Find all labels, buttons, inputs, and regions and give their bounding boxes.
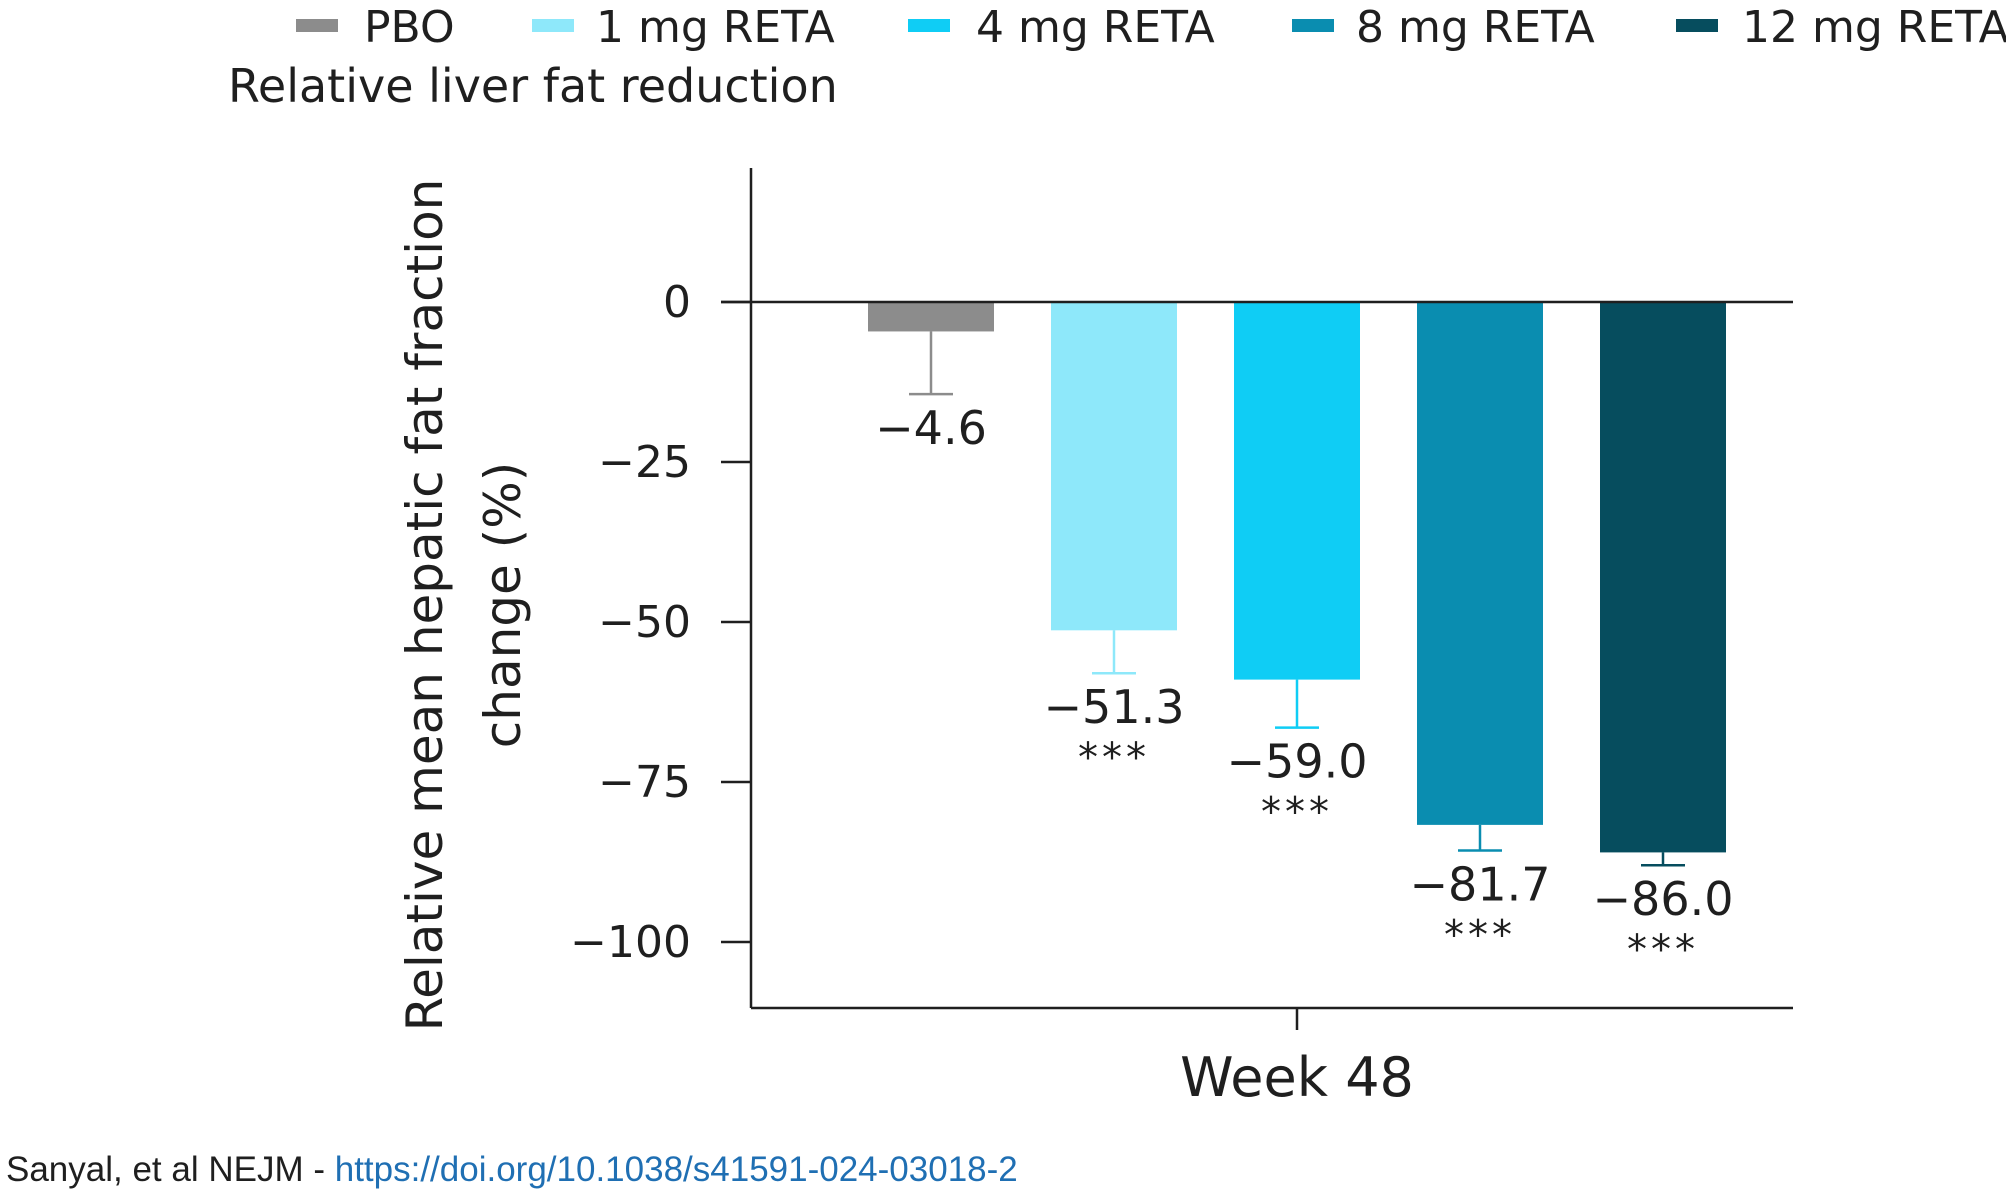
significance-label: ***: [1261, 790, 1333, 836]
bar: [1051, 302, 1177, 631]
plot-area: Week 480−25−50−75−100−4.6−51.3*** −59.0**…: [570, 168, 1793, 1109]
data-label: −81.7: [1410, 857, 1551, 911]
data-label: −4.6: [875, 401, 987, 455]
legend: PBO 1 mg RETA 4 mg RETA 8 mg RETA 12 mg RETA: [296, 2, 2006, 53]
y-tick-label: −50: [598, 597, 691, 648]
legend-swatch: [296, 19, 338, 32]
citation-text: Sanyal, et al NEJM -: [6, 1150, 335, 1189]
legend-label: 1 mg RETA: [596, 2, 835, 53]
bar: [1600, 302, 1726, 853]
legend-swatch: [908, 19, 950, 32]
bar: [1417, 302, 1543, 825]
data-label: −59.0: [1227, 735, 1368, 789]
significance-label: ***: [1444, 912, 1516, 958]
legend-label: PBO: [364, 2, 455, 53]
significance-label: ***: [1078, 735, 1150, 781]
legend-swatch: [532, 19, 574, 32]
legend-swatch: [1292, 19, 1334, 32]
bar: [1234, 302, 1360, 680]
bar: [868, 302, 994, 332]
chart-title: Relative liver fat reduction: [228, 59, 838, 113]
y-tick-label: −25: [598, 437, 691, 488]
citation: Sanyal, et al NEJM - https://doi.org/10.…: [6, 1150, 1018, 1190]
data-label: −86.0: [1593, 872, 1734, 926]
y-axis-label-line: change (%): [474, 462, 532, 748]
doi-link[interactable]: https://doi.org/10.1038/s41591-024-03018…: [334, 1150, 1018, 1189]
x-tick-label: Week 48: [1180, 1046, 1414, 1109]
y-tick-label: −75: [598, 757, 691, 808]
legend-label: 12 mg RETA: [1742, 2, 2006, 53]
legend-swatch: [1676, 19, 1718, 32]
significance-label: ***: [1627, 927, 1699, 973]
y-tick-label: 0: [663, 277, 691, 328]
legend-label: 4 mg RETA: [976, 2, 1215, 53]
y-axis-label: Relative mean hepatic fat fraction change…: [396, 179, 532, 1032]
legend-label: 8 mg RETA: [1356, 2, 1595, 53]
y-tick-label: −100: [570, 917, 691, 968]
data-label: −51.3: [1044, 680, 1185, 734]
y-axis-label-line: Relative mean hepatic fat fraction: [396, 179, 454, 1032]
